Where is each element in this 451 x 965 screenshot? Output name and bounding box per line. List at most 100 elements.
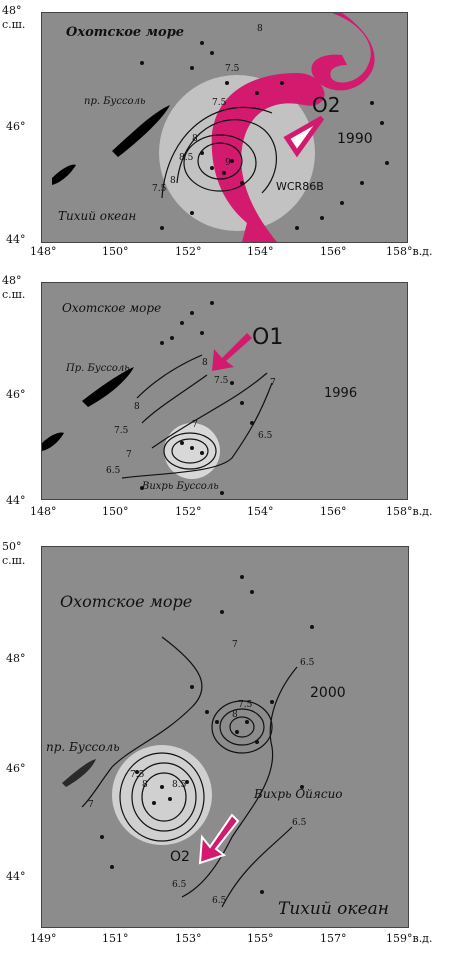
contour-label: 6.5 xyxy=(172,880,187,890)
label-strait: пр. Буссоль xyxy=(46,740,120,754)
magenta-arrow xyxy=(198,813,240,865)
contour-label: 7.5 xyxy=(214,376,229,386)
lon-tick: 153° xyxy=(175,932,202,945)
lat-top: 48° xyxy=(2,274,22,287)
lat-top: 50° xyxy=(2,540,22,553)
contour-label: 7.5 xyxy=(225,64,240,74)
contour-label: 7.5 xyxy=(152,184,167,194)
map-area-1990: 8 7.5 7.5 8 8.5 9 8 7.5 Охотское море пр… xyxy=(41,12,408,243)
contour-8-5 xyxy=(141,772,187,822)
contour-9 xyxy=(197,142,243,180)
lon-tick: 159°в.д. xyxy=(386,932,433,945)
label-year: 2000 xyxy=(310,685,346,701)
eddy-halo xyxy=(112,745,212,845)
lon-tick: 158°в.д. xyxy=(386,245,433,258)
panel-2000: 7 6.5 7.5 8 7.5 8 8.5 7 6.5 6.5 6.5 Охот… xyxy=(0,540,451,965)
contour-label: 6.5 xyxy=(292,818,307,828)
lat-tick: 46° xyxy=(6,762,26,775)
contour-7 xyxy=(151,372,268,449)
magenta-current xyxy=(311,13,375,91)
lon-tick: 155° xyxy=(247,932,274,945)
label-eddy: O1 xyxy=(252,325,284,350)
contour-oy-inner xyxy=(229,716,255,738)
contour-label: 8.5 xyxy=(179,153,194,163)
label-strait: Пр. Буссоль xyxy=(66,363,130,374)
contour-label: 8 xyxy=(202,358,208,368)
contour-label: 7 xyxy=(126,450,132,460)
contour-label: 8 xyxy=(192,134,198,144)
contour-label: 6.5 xyxy=(300,658,315,668)
contour-label: 7 xyxy=(232,640,238,650)
contour-label: 7.5 xyxy=(130,770,145,780)
lon-tick: 149° xyxy=(30,932,57,945)
contour-oy-outer xyxy=(211,700,273,754)
contour-8-5 xyxy=(183,134,257,192)
label-sea: Охотское море xyxy=(66,25,185,40)
panel-1990: 8 7.5 7.5 8 8.5 9 8 7.5 Охотское море пр… xyxy=(0,0,451,262)
contour-label: 8 xyxy=(257,24,263,34)
panel-1996: 8 7.5 8 7.5 7 7 6.5 6.5 7 Охотское море … xyxy=(0,270,451,532)
lon-tick: 154° xyxy=(247,245,274,258)
contour-label: 7 xyxy=(192,420,198,430)
magenta-arrow xyxy=(212,333,252,371)
contour-7-5 xyxy=(141,374,208,424)
station-dots xyxy=(140,301,254,495)
label-sea: Охотское море xyxy=(60,592,193,611)
contour-6-5 xyxy=(181,666,298,898)
lon-tick: 154° xyxy=(247,505,274,518)
contour-label: 9 xyxy=(225,158,231,168)
land-island xyxy=(62,759,96,787)
label-ocean: Тихий океан xyxy=(278,899,389,919)
lat-top: 48° xyxy=(2,4,22,17)
contour-6-5 xyxy=(121,382,273,479)
land-island xyxy=(82,367,134,407)
lon-tick: 150° xyxy=(102,245,129,258)
lat-bottom: 44° xyxy=(6,233,26,246)
lon-tick: 150° xyxy=(102,505,129,518)
contour-label: 8.5 xyxy=(172,780,187,790)
lat-top-unit: с.ш. xyxy=(2,554,26,567)
land-island xyxy=(112,105,170,157)
magenta-current-loop xyxy=(211,73,325,242)
contour-label: 8 xyxy=(170,176,176,186)
label-year: 1990 xyxy=(337,131,373,147)
label-sea: Охотское море xyxy=(62,301,162,315)
lon-tick: 152° xyxy=(175,245,202,258)
map-svg-2000: 7 6.5 7.5 8 7.5 8 8.5 7 6.5 6.5 6.5 xyxy=(62,575,315,908)
map-area-2000: 7 6.5 7.5 8 7.5 8 8.5 7 6.5 6.5 6.5 Охот… xyxy=(41,546,409,928)
label-year: 1996 xyxy=(324,386,358,401)
lon-tick: 156° xyxy=(320,245,347,258)
contour-8 xyxy=(131,762,197,832)
contour-label: 8 xyxy=(232,710,238,720)
lat-top-unit: с.ш. xyxy=(2,288,26,301)
contour-7 xyxy=(81,636,203,808)
contour-inner xyxy=(171,438,209,464)
map-area-1996: 8 7.5 8 7.5 7 7 6.5 6.5 7 Охотское море … xyxy=(41,282,408,500)
contour-label: 6.5 xyxy=(106,466,121,476)
magenta-arrow xyxy=(283,115,325,158)
station-dots xyxy=(100,575,314,894)
lon-tick: 157° xyxy=(320,932,347,945)
label-vortex: Вихрь Буссоль xyxy=(142,481,219,492)
label-eddy: O2 xyxy=(170,849,190,865)
contour-label: 8 xyxy=(134,402,140,412)
lat-mid: 46° xyxy=(6,388,26,401)
map-svg-1996: 8 7.5 8 7.5 7 7 6.5 6.5 7 xyxy=(42,301,276,495)
lat-tick: 48° xyxy=(6,652,26,665)
lat-top-unit: с.ш. xyxy=(2,18,26,31)
lon-tick: 151° xyxy=(102,932,129,945)
contour-label: 7 xyxy=(88,800,94,810)
contour-7-5 xyxy=(161,106,273,199)
lon-tick: 148° xyxy=(30,505,57,518)
label-eddy: O2 xyxy=(312,93,341,117)
contour-label: 7.5 xyxy=(238,700,253,710)
lat-tick: 44° xyxy=(6,870,26,883)
contour-oy-mid xyxy=(219,708,265,746)
land-island-small xyxy=(42,432,64,451)
map-svg-1990: 8 7.5 7.5 8 8.5 9 8 7.5 xyxy=(52,13,389,242)
lon-tick: 158°в.д. xyxy=(386,505,433,518)
lon-tick: 148° xyxy=(30,245,57,258)
contour-outer xyxy=(163,432,217,470)
contour-6-5-b xyxy=(221,826,293,908)
land-island-small xyxy=(52,164,76,185)
